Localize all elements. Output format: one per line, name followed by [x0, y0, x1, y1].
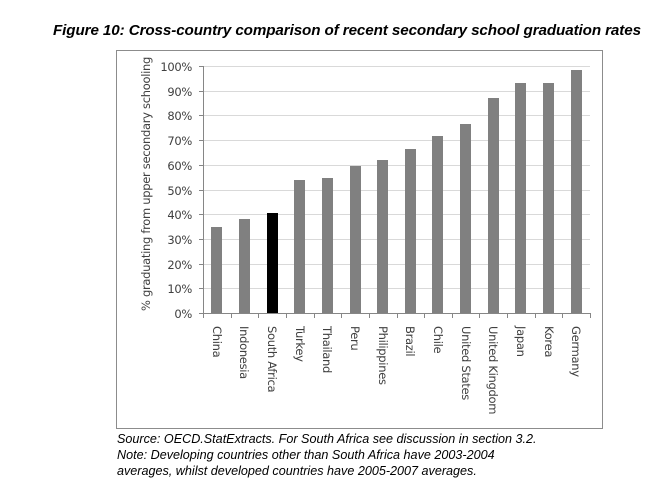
y-tick-label: 0%: [174, 307, 192, 321]
gridline: [203, 264, 590, 265]
bar-indonesia: [239, 219, 250, 313]
x-tick-label: Philippines: [376, 326, 390, 385]
x-tick-label: Korea: [542, 326, 556, 358]
x-tick-label: Thailand: [320, 326, 334, 373]
y-tick-mark: [199, 313, 203, 314]
x-tick-mark: [507, 313, 508, 318]
developing-note: Note: Developing countries other than So…: [117, 448, 495, 462]
x-axis-line: [203, 313, 590, 314]
y-tick-mark: [199, 264, 203, 265]
gridline: [203, 239, 590, 240]
source-note: Source: OECD.StatExtracts. For South Afr…: [117, 432, 537, 446]
bar-germany: [571, 70, 582, 313]
y-tick-mark: [199, 239, 203, 240]
x-tick-label: Germany: [569, 326, 583, 377]
y-tick-mark: [199, 66, 203, 67]
x-tick-mark: [231, 313, 232, 318]
x-tick-label: United States: [459, 326, 473, 400]
developed-note: averages, whilst developed countries hav…: [117, 464, 477, 478]
y-tick-label: 40%: [167, 208, 192, 222]
x-tick-label: United Kingdom: [486, 326, 500, 415]
gridline: [203, 214, 590, 215]
x-tick-label: Peru: [348, 326, 362, 351]
gridline: [203, 288, 590, 289]
bar-chile: [432, 136, 443, 313]
gridline: [203, 66, 590, 67]
y-tick-mark: [199, 91, 203, 92]
x-tick-mark: [286, 313, 287, 318]
y-tick-mark: [199, 288, 203, 289]
bar-korea: [543, 83, 554, 313]
bar-south-africa: [267, 213, 278, 313]
y-tick-mark: [199, 115, 203, 116]
y-axis-line: [203, 66, 204, 314]
x-tick-mark: [203, 313, 204, 318]
bar-brazil: [405, 149, 416, 313]
y-tick-label: 90%: [167, 85, 192, 99]
x-tick-mark: [397, 313, 398, 318]
x-tick-mark: [562, 313, 563, 318]
bar-thailand: [322, 178, 333, 313]
gridline: [203, 91, 590, 92]
bar-united-kingdom: [488, 98, 499, 313]
y-tick-label: 100%: [160, 60, 192, 74]
figure-notes: Source: OECD.StatExtracts. For South Afr…: [117, 431, 537, 479]
x-tick-mark: [314, 313, 315, 318]
y-tick-label: 80%: [167, 109, 192, 123]
x-tick-label: Indonesia: [237, 326, 251, 379]
x-tick-mark: [590, 313, 591, 318]
x-tick-mark: [258, 313, 259, 318]
y-tick-mark: [199, 140, 203, 141]
y-tick-label: 60%: [167, 159, 192, 173]
gridline: [203, 115, 590, 116]
bar-united-states: [460, 124, 471, 313]
bar-philippines: [377, 160, 388, 313]
x-tick-mark: [424, 313, 425, 318]
bar-china: [211, 227, 222, 313]
bar-peru: [350, 166, 361, 313]
y-tick-label: 50%: [167, 184, 192, 198]
figure-title: Figure 10: Cross-country comparison of r…: [53, 22, 641, 39]
bar-turkey: [294, 180, 305, 313]
y-tick-label: 10%: [167, 282, 192, 296]
x-tick-label: Turkey: [293, 326, 307, 362]
x-tick-mark: [535, 313, 536, 318]
y-tick-label: 70%: [167, 134, 192, 148]
y-tick-label: 30%: [167, 233, 192, 247]
y-tick-mark: [199, 165, 203, 166]
x-tick-label: Japan: [514, 326, 528, 357]
gridline: [203, 165, 590, 166]
gridline: [203, 140, 590, 141]
x-tick-mark: [479, 313, 480, 318]
x-tick-mark: [341, 313, 342, 318]
y-tick-mark: [199, 214, 203, 215]
x-tick-mark: [369, 313, 370, 318]
x-tick-label: Brazil: [403, 326, 417, 357]
y-tick-mark: [199, 190, 203, 191]
x-tick-label: South Africa: [265, 326, 279, 393]
x-tick-mark: [452, 313, 453, 318]
x-tick-label: Chile: [431, 326, 445, 354]
gridline: [203, 190, 590, 191]
x-tick-label: China: [210, 326, 224, 358]
bar-japan: [515, 83, 526, 313]
y-axis-title: % graduating from upper secondary school…: [139, 56, 153, 312]
y-tick-label: 20%: [167, 258, 192, 272]
